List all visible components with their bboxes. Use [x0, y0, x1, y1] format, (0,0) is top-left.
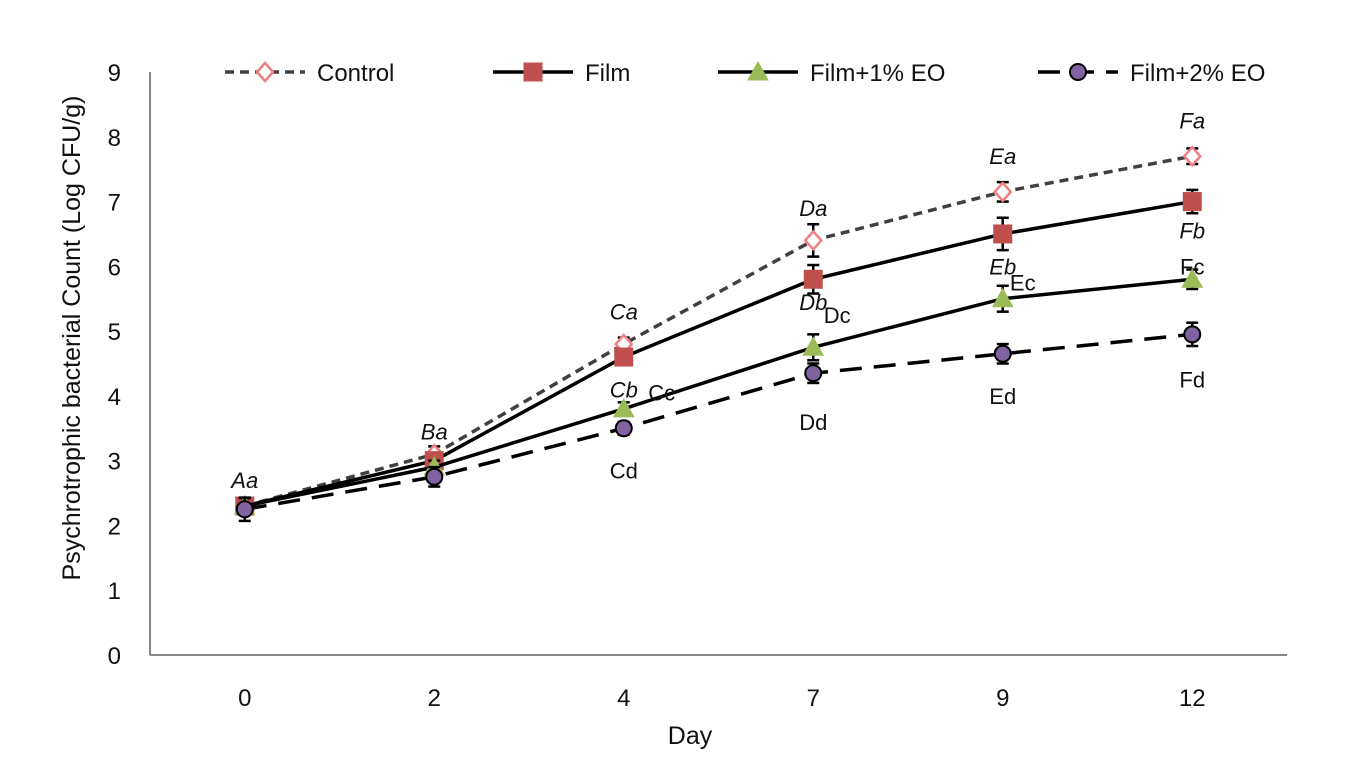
annotation-label: Dc: [824, 303, 851, 328]
data-point: [802, 336, 825, 356]
y-tick-label: 3: [108, 449, 121, 476]
x-tick-labels: 0 2 4 7 9 12: [238, 685, 1206, 712]
y-tick-label: 6: [108, 254, 121, 281]
annotation-label: Cd: [610, 458, 638, 483]
legend-item: Film+2% EO: [1038, 60, 1265, 87]
data-point: [1183, 325, 1202, 344]
data-point: [614, 419, 633, 438]
annotation-label: Cc: [648, 381, 675, 406]
annotation-label: Ec: [1010, 271, 1036, 296]
annotation-label: Fd: [1179, 368, 1205, 393]
data-point: [425, 467, 444, 486]
y-axis-label: Psychrotrophic bacterial Count (Log CFU/…: [58, 96, 86, 581]
y-tick-label: 9: [108, 60, 121, 87]
annotation-label: Aa: [229, 468, 258, 493]
y-tick-label: 1: [108, 578, 121, 605]
series-line: [244, 332, 1193, 511]
legend: Control Film Film+1% EO Film+2% EO: [225, 60, 1265, 87]
y-tick-labels: 0 1 2 3 4 5 6 7 8 9: [108, 60, 121, 670]
series-control: [235, 145, 1202, 517]
annotation-label: Ba: [421, 420, 448, 445]
annotation-label: Cb: [610, 377, 638, 402]
series-line: [244, 277, 1193, 508]
data-point: [614, 347, 634, 367]
y-tick-label: 0: [108, 643, 121, 670]
y-tick-label: 4: [108, 384, 121, 411]
legend-marker: [255, 61, 275, 83]
data-point: [804, 364, 823, 383]
annotation-label: Da: [799, 196, 827, 221]
x-tick-label: 9: [996, 685, 1009, 712]
legend-label: Film+1% EO: [810, 60, 945, 87]
x-tick-label: 7: [807, 685, 820, 712]
x-tick-label: 0: [238, 685, 251, 712]
y-tick-label: 5: [108, 319, 121, 346]
x-tick-label: 12: [1179, 685, 1206, 712]
legend-label: Film+2% EO: [1130, 60, 1265, 87]
annotation-label: Ea: [989, 144, 1016, 169]
x-axis-label: Day: [668, 722, 713, 750]
data-point: [993, 180, 1013, 203]
legend-label: Control: [317, 60, 394, 87]
data-point: [991, 287, 1014, 308]
data-point: [612, 397, 635, 418]
annotation-label: Fa: [1179, 109, 1205, 134]
annotation-label: Fb: [1179, 219, 1205, 244]
y-tick-label: 8: [108, 125, 121, 152]
legend-label: Film: [585, 60, 630, 87]
data-point: [1182, 145, 1202, 168]
x-tick-label: 2: [428, 685, 441, 712]
legend-item: Film: [493, 60, 630, 87]
data-point: [235, 500, 254, 519]
data-point: [803, 269, 823, 289]
legend-marker: [1069, 63, 1087, 81]
series-film: [235, 188, 1202, 516]
data-point: [993, 344, 1012, 363]
data-point: [1182, 192, 1202, 212]
annotation-label: Ca: [610, 300, 638, 325]
legend-marker: [523, 62, 543, 82]
legend-item: Control: [225, 60, 394, 87]
x-tick-label: 4: [617, 685, 630, 712]
data-point: [1181, 268, 1204, 288]
y-tick-label: 7: [108, 190, 121, 217]
series-film-2-eo: [235, 321, 1202, 523]
annotation-label: Eb: [989, 254, 1016, 279]
data-point: [993, 224, 1013, 244]
series-film-1-eo: [233, 268, 1204, 516]
chart-axes: [149, 72, 1287, 656]
series-line: [244, 154, 1193, 508]
annotation-label: Ed: [989, 384, 1016, 409]
annotation-label: Fc: [1180, 254, 1204, 279]
series-line: [244, 199, 1193, 508]
legend-item: Film+1% EO: [718, 60, 945, 87]
data-point: [803, 229, 823, 252]
annotation-label: Dd: [799, 410, 827, 435]
legend-marker: [747, 60, 769, 81]
y-tick-label: 2: [108, 513, 121, 540]
annotation-label: Db: [799, 290, 827, 315]
